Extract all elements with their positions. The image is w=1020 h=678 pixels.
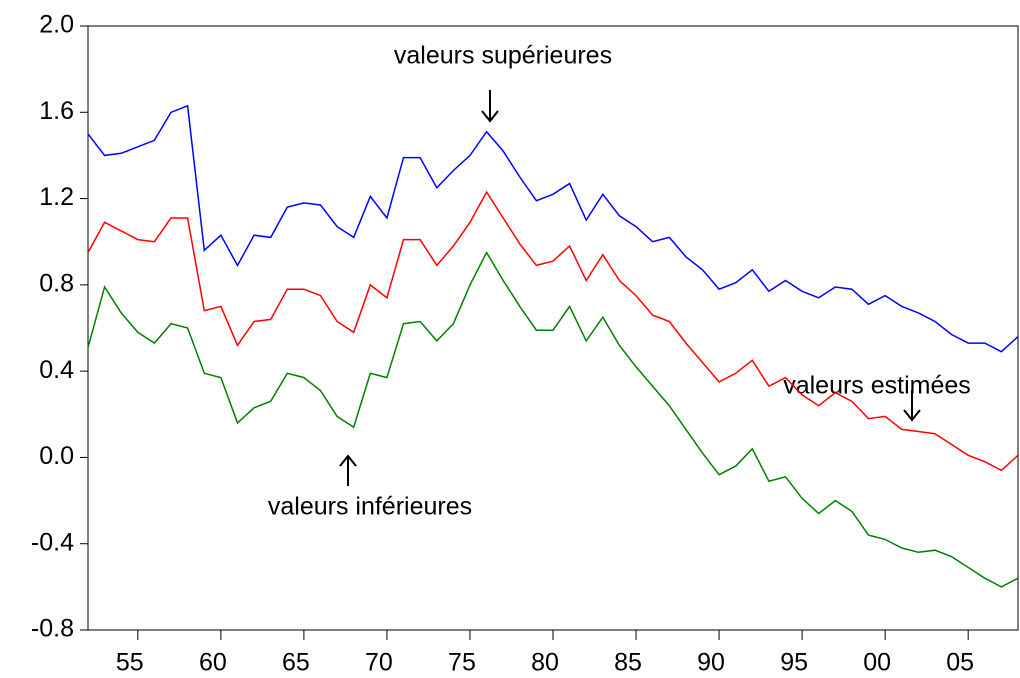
y-tick-label: 1.2 — [39, 183, 74, 211]
x-tick-label: 05 — [946, 649, 974, 677]
y-tick-label: -0.8 — [31, 615, 74, 643]
y-tick-label: 0.0 — [39, 442, 74, 470]
x-tick-label: 80 — [531, 649, 559, 677]
x-tick-label: 75 — [448, 649, 476, 677]
x-tick-label: 90 — [697, 649, 725, 677]
series-line — [87, 250, 1019, 588]
arrow — [481, 90, 499, 123]
y-tick-label: -0.4 — [31, 528, 74, 556]
y-tick-label: 0.4 — [39, 356, 74, 384]
annotation: valeurs inférieures — [268, 493, 472, 521]
y-tick-label: 1.6 — [39, 97, 74, 125]
series-line — [87, 190, 1019, 472]
x-tick-label: 00 — [863, 649, 891, 677]
x-tick-label: 55 — [116, 649, 144, 677]
x-tick-label: 85 — [614, 649, 642, 677]
x-tick-label: 65 — [282, 649, 310, 677]
x-tick-label: 70 — [365, 649, 393, 677]
series-line — [87, 104, 1019, 353]
x-tick-label: 95 — [780, 649, 808, 677]
arrow — [903, 390, 921, 422]
annotation: valeurs estimées — [783, 372, 971, 400]
plot-frame — [87, 25, 1019, 631]
y-tick-label: 2.0 — [39, 11, 74, 39]
y-tick-label: 0.8 — [39, 269, 74, 297]
annotation: valeurs supérieures — [394, 42, 612, 70]
x-tick-label: 60 — [199, 649, 227, 677]
arrow — [339, 454, 357, 486]
